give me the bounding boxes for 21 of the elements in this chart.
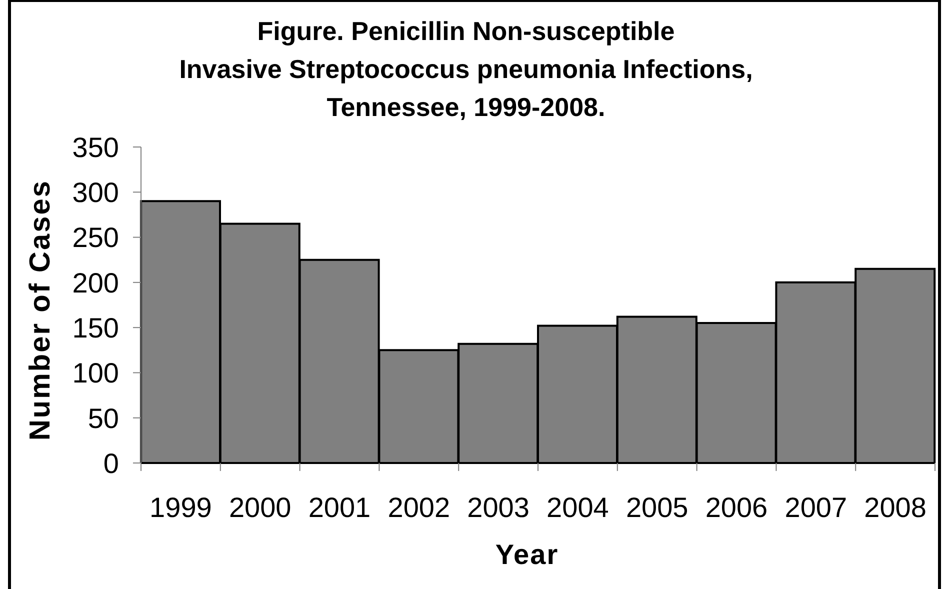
y-tick-label: 100: [72, 358, 119, 389]
x-tick-label: 2006: [705, 492, 768, 523]
y-tick-label: 300: [72, 177, 119, 208]
y-tick-label: 0: [103, 448, 119, 479]
chart-title: Figure. Penicillin Non-susceptible Invasive Streptococcus pneumonia Infections, Tennessee, 1999-2008.: [179, 16, 753, 122]
y-tick-label: 150: [72, 312, 119, 344]
x-tick-label: 2002: [388, 492, 450, 523]
x-tick-label: 2003: [467, 492, 530, 523]
x-tick-label: 2001: [308, 492, 371, 523]
x-tick-label: 2004: [546, 492, 609, 523]
y-tick-label: 250: [72, 222, 119, 254]
x-tick-label: 2000: [228, 492, 292, 523]
y-tick-label: 350: [72, 132, 119, 163]
x-tick-label: 2005: [626, 492, 688, 523]
x-tick-label: 2007: [784, 492, 848, 523]
y-tick-label: 50: [88, 402, 119, 434]
x-tick-label: 2008: [864, 492, 926, 523]
y-tick-label: 200: [72, 267, 119, 298]
y-axis-title: Number of Cases: [24, 179, 56, 441]
x-axis-title: Year: [495, 539, 559, 570]
x-tick-label: 1999: [150, 492, 212, 523]
